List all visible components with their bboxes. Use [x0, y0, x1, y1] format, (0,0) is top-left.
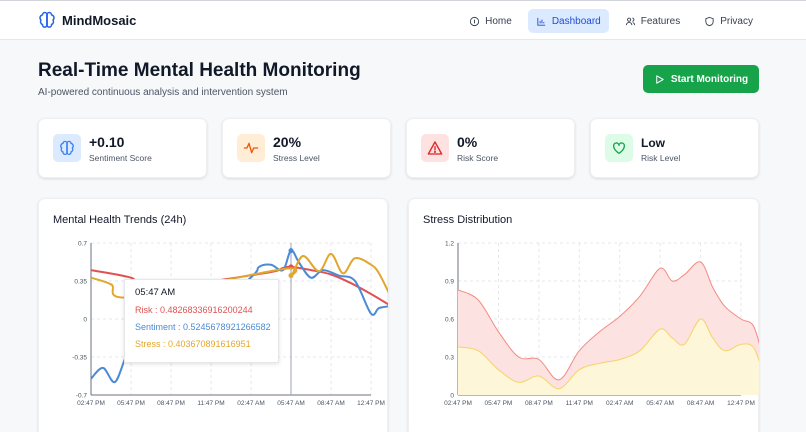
- sentiment-score-value: +0.10: [89, 134, 125, 150]
- users-icon: [625, 17, 635, 25]
- trends-x-tick: 08:47 PM: [157, 400, 185, 407]
- brand[interactable]: MindMosaic: [38, 11, 136, 29]
- bar-chart-icon: [537, 17, 545, 26]
- stat-icon-box: [53, 134, 81, 162]
- sentiment-score-label: Sentiment Score: [89, 153, 152, 163]
- stress-level-value: 20%: [273, 134, 302, 150]
- top-bar: MindMosaic Home Dashboard Features Priva…: [0, 0, 806, 40]
- area-line-upper: [457, 261, 759, 381]
- stat-card-stress: 20% Stress Level: [222, 118, 391, 178]
- stress-x-tick: 02:47 PM: [444, 400, 472, 407]
- trends-y-tick: 0: [83, 317, 87, 324]
- heart-icon: [613, 142, 625, 154]
- stress-x-tick: 11:47 PM: [566, 400, 593, 407]
- nav-privacy-label: Privacy: [720, 15, 753, 27]
- trends-x-tick: 02:47 PM: [77, 400, 105, 407]
- trends-chart[interactable]: 0.7 0.35 0 -0.35 -0.702:47 PM 05:47 PM 08:47 P…: [38, 230, 388, 415]
- stress-y-tick: 1.2: [445, 241, 454, 248]
- alert-triangle-icon: [427, 141, 443, 155]
- trends-x-tick: 05:47 AM: [277, 400, 304, 407]
- main-nav: Home Dashboard Features Privacy: [461, 9, 761, 33]
- stress-distribution-chart[interactable]: 1.2 0.9 0.6 0.3 002:47 PM 05:47 PM 08:47 PM 11:…: [408, 230, 759, 415]
- risk-level-label: Risk Level: [641, 153, 681, 163]
- active-dot-sentiment: [288, 248, 294, 254]
- trends-x-tick: 02:47 AM: [237, 400, 264, 407]
- stress-x-tick: 08:47 PM: [525, 400, 553, 407]
- tooltip-risk: Risk : 0.48268336916200244: [135, 305, 253, 315]
- play-icon: [656, 74, 664, 84]
- trends-y-tick: 0.7: [78, 241, 87, 248]
- nav-home-label: Home: [485, 15, 512, 27]
- trends-y-tick: 0.35: [74, 279, 87, 286]
- trends-chart-title: Mental Health Trends (24h): [53, 214, 187, 226]
- stress-y-tick: 0.6: [445, 317, 454, 324]
- nav-features-label: Features: [640, 15, 681, 27]
- tooltip-stress: Stress : 0.403670891616951: [135, 339, 251, 349]
- start-monitoring-button[interactable]: Start Monitoring: [643, 65, 759, 93]
- brain-icon: [60, 140, 74, 155]
- stress-y-tick: 0.3: [445, 355, 454, 362]
- stat-icon-box: [237, 134, 265, 162]
- info-icon: [470, 16, 480, 26]
- area-fill-lower: [458, 318, 759, 395]
- shield-icon: [705, 16, 714, 26]
- trends-x-tick: 05:47 PM: [117, 400, 145, 407]
- trends-x-tick: 12:47 PM: [357, 400, 385, 407]
- tooltip-sentiment: Sentiment : 0.5245678921266582: [135, 322, 271, 332]
- stress-x-tick: 02:47 AM: [606, 400, 633, 407]
- chart-tooltip: 05:47 AM Risk : 0.48268336916200244 Sent…: [124, 279, 279, 363]
- tooltip-time: 05:47 AM: [135, 287, 176, 298]
- trends-y-tick: -0.7: [76, 393, 88, 400]
- stress-y-tick: 0: [450, 393, 454, 400]
- trends-chart-card: Mental Health Trends (24h): [38, 198, 388, 432]
- nav-privacy[interactable]: Privacy: [696, 9, 761, 33]
- active-dot-stress: [288, 273, 294, 279]
- stress-y-tick: 0.9: [445, 279, 454, 286]
- risk-score-value: 0%: [457, 134, 478, 150]
- page-title: Real-Time Mental Health Monitoring: [38, 60, 361, 81]
- trends-x-tick: 11:47 PM: [197, 400, 224, 407]
- brand-name: MindMosaic: [62, 12, 137, 28]
- nav-home[interactable]: Home: [461, 9, 520, 33]
- start-monitoring-label: Start Monitoring: [670, 73, 749, 85]
- brain-logo-icon: [39, 11, 55, 28]
- nav-dashboard-label: Dashboard: [551, 15, 601, 27]
- risk-level-value: Low: [641, 136, 665, 150]
- activity-icon: [243, 142, 259, 154]
- stress-chart-title: Stress Distribution: [423, 214, 513, 226]
- trends-x-tick: 08:47 AM: [317, 400, 344, 407]
- stress-x-tick: 05:47 AM: [646, 400, 673, 407]
- stress-level-label: Stress Level: [273, 153, 320, 163]
- stat-icon-box: [421, 134, 449, 162]
- trends-y-tick: -0.35: [72, 355, 87, 362]
- area-line-lower: [457, 318, 759, 390]
- stat-card-risk-score: 0% Risk Score: [406, 118, 575, 178]
- stress-x-tick: 05:47 PM: [485, 400, 513, 407]
- stress-x-tick: 08:47 AM: [687, 400, 714, 407]
- nav-dashboard[interactable]: Dashboard: [527, 9, 609, 33]
- stat-icon-box: [605, 134, 633, 162]
- risk-score-label: Risk Score: [457, 153, 499, 163]
- page-subtitle: AI-powered continuous analysis and inter…: [38, 87, 288, 98]
- stat-card-sentiment: +0.10 Sentiment Score: [38, 118, 207, 178]
- stress-x-tick: 12:47 PM: [727, 400, 755, 407]
- stat-card-risk-level: Low Risk Level: [590, 118, 759, 178]
- nav-features[interactable]: Features: [617, 9, 688, 33]
